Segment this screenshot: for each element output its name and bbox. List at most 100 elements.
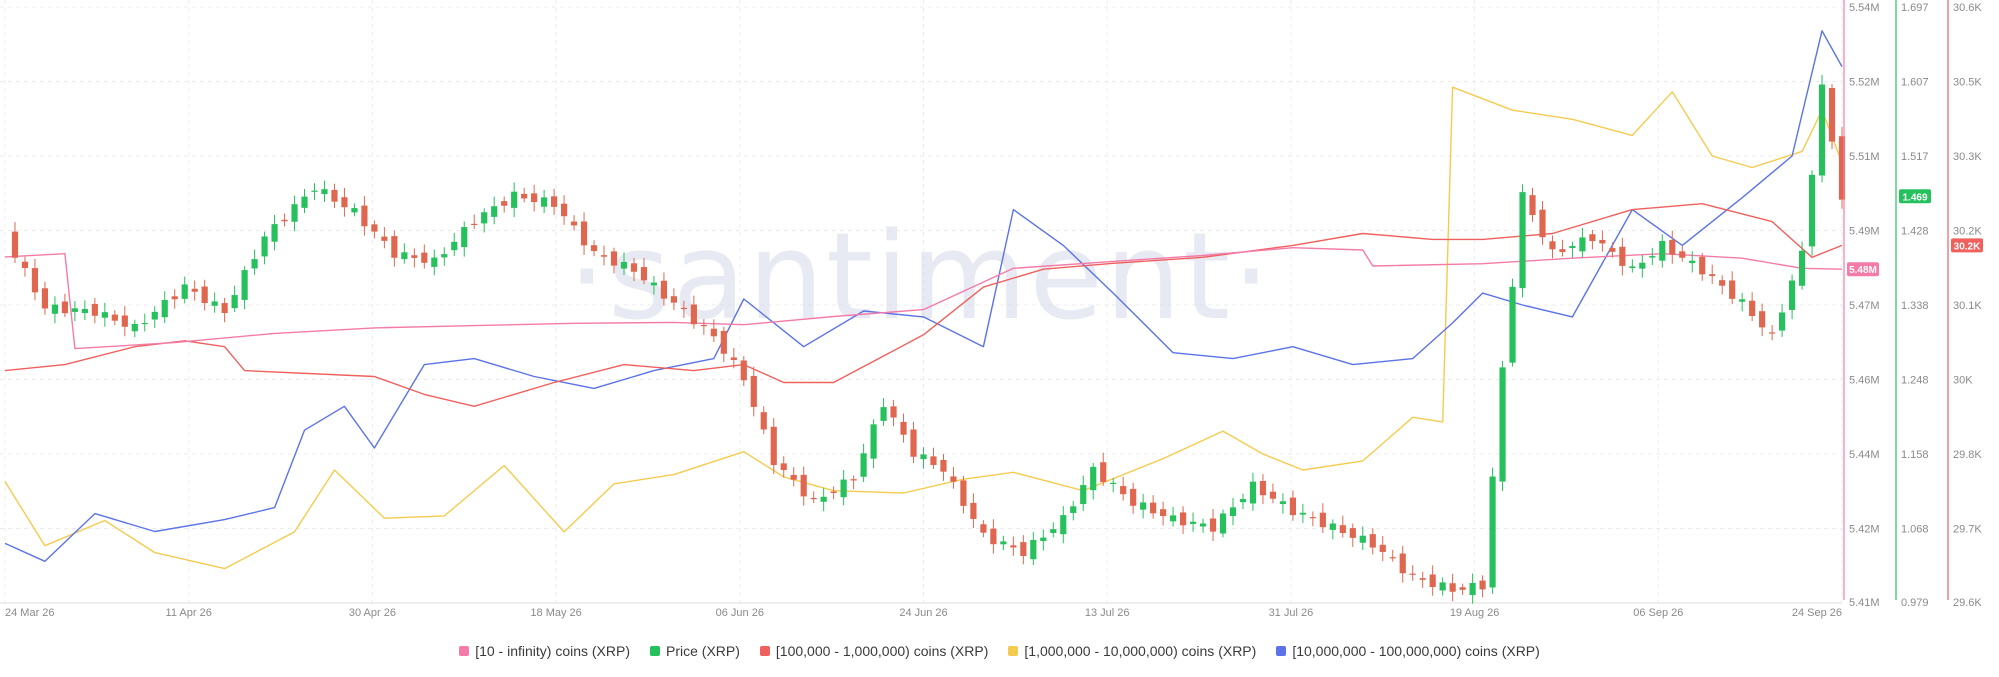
candle-body bbox=[910, 429, 917, 457]
santiment-watermark: ·santiment· bbox=[568, 208, 1273, 347]
candle-body bbox=[501, 201, 508, 206]
candle-body bbox=[560, 203, 568, 217]
candle-body bbox=[41, 288, 49, 309]
series-line bbox=[4, 203, 1843, 407]
candle-body bbox=[1589, 234, 1596, 242]
y-tick-label: 30.2K bbox=[1953, 226, 1982, 238]
candle-body bbox=[1639, 262, 1646, 269]
legend-item[interactable]: Price (XRP) bbox=[650, 643, 740, 659]
candle-body bbox=[231, 295, 238, 309]
badge-bg bbox=[1899, 189, 1931, 204]
candle-body bbox=[1449, 583, 1456, 592]
candle-body bbox=[1339, 525, 1346, 533]
x-tick-label: 06 Jun 26 bbox=[716, 607, 764, 619]
candle-body bbox=[1549, 241, 1556, 250]
candle-body bbox=[630, 263, 638, 272]
candle-body bbox=[1439, 582, 1446, 591]
candle-body bbox=[1349, 528, 1356, 538]
legend-item[interactable]: [10,000,000 - 100,000,000) coins (XRP) bbox=[1276, 643, 1540, 659]
candle-body bbox=[1769, 332, 1776, 334]
y-tick-label: 5.49M bbox=[1849, 226, 1880, 238]
candle-body bbox=[191, 288, 198, 292]
candle-body bbox=[401, 252, 408, 260]
candle-body bbox=[241, 270, 248, 300]
candle-body bbox=[680, 307, 687, 310]
candle-body bbox=[1419, 578, 1426, 580]
candle-body bbox=[381, 236, 388, 241]
candle-body bbox=[1729, 280, 1736, 299]
candle-body bbox=[11, 231, 19, 258]
candle-body bbox=[1329, 523, 1336, 530]
candle-body bbox=[1649, 256, 1656, 258]
candle-body bbox=[1080, 485, 1087, 505]
candle-body bbox=[171, 296, 178, 300]
y-tick-label: 1.248 bbox=[1901, 375, 1929, 387]
candle-body bbox=[1559, 249, 1566, 253]
candle-body bbox=[900, 421, 907, 435]
candle-body bbox=[710, 328, 717, 337]
candle-body bbox=[570, 221, 578, 226]
candle-body bbox=[1409, 573, 1416, 575]
candle-body bbox=[1130, 488, 1137, 506]
candle-body bbox=[461, 227, 468, 248]
candle-body bbox=[1369, 534, 1376, 548]
candle-body bbox=[271, 224, 278, 242]
candle-body bbox=[1828, 88, 1836, 142]
candle-body bbox=[1259, 480, 1267, 496]
y-axis-price: 1.697 1.607 1.517 1.428 1.338 1.248 1.158 1.068… bbox=[1895, 0, 1929, 609]
legend-item[interactable]: [1,000,000 - 10,000,000) coins (XRP) bbox=[1008, 643, 1256, 659]
candle-body bbox=[720, 330, 727, 354]
candle-body bbox=[770, 426, 777, 466]
y-tick-label: 5.42M bbox=[1849, 524, 1880, 536]
legend-swatch bbox=[1276, 646, 1287, 656]
candle-body bbox=[1309, 517, 1316, 519]
candle-body bbox=[950, 476, 957, 482]
legend-item[interactable]: [10 - infinity) coins (XRP) bbox=[459, 643, 630, 659]
candle-body bbox=[1509, 286, 1516, 363]
legend-label: [10 - infinity) coins (XRP) bbox=[475, 643, 631, 659]
candle-body bbox=[830, 491, 837, 493]
chart-grid bbox=[0, 0, 1843, 604]
candle-body bbox=[1169, 515, 1177, 522]
x-tick-label: 19 Aug 26 bbox=[1450, 607, 1500, 619]
candle-body bbox=[1429, 574, 1436, 588]
series-layer bbox=[4, 30, 1846, 604]
legend-swatch bbox=[1008, 646, 1019, 656]
legend-item[interactable]: [100,000 - 1,000,000) coins (XRP) bbox=[759, 643, 988, 659]
candle-body bbox=[1838, 136, 1846, 200]
candle-body bbox=[471, 223, 478, 226]
candle-body bbox=[521, 193, 528, 199]
candle-body bbox=[660, 280, 668, 299]
candle-body bbox=[161, 299, 168, 318]
candle-body bbox=[590, 245, 598, 252]
x-tick-label: 24 Sep 26 bbox=[1792, 607, 1842, 619]
candle-body bbox=[1379, 544, 1386, 552]
candle-body bbox=[1689, 260, 1696, 264]
candle-body bbox=[281, 219, 288, 222]
candle-body bbox=[71, 308, 78, 312]
candle-body bbox=[780, 463, 787, 471]
y-tick-label: 5.47M bbox=[1849, 300, 1880, 312]
badge-label: 1.469 bbox=[1902, 192, 1927, 203]
x-tick-label: 24 Jun 26 bbox=[899, 607, 947, 619]
legend-label: [1,000,000 - 10,000,000) coins (XRP) bbox=[1024, 643, 1257, 659]
candle-body bbox=[1040, 537, 1047, 542]
candle-body bbox=[1189, 521, 1197, 524]
candle-body bbox=[431, 257, 438, 267]
y-axis-supply: 30.6K 30.5K 30.3K 30.2K 30.1K 30K 29.8K 29.7K 29… bbox=[1947, 0, 1982, 609]
candle-body bbox=[790, 474, 797, 480]
candle-body bbox=[421, 252, 428, 263]
candle-body bbox=[1239, 499, 1247, 503]
candle-body bbox=[1489, 476, 1496, 588]
candle-body bbox=[1179, 512, 1187, 526]
candle-body bbox=[1659, 240, 1666, 261]
y-tick-label: 5.46M bbox=[1849, 375, 1880, 387]
candle-body bbox=[541, 197, 548, 207]
candle-body bbox=[1818, 84, 1826, 176]
y-tick-label: 0.979 bbox=[1901, 597, 1929, 609]
y-tick-label: 1.517 bbox=[1901, 151, 1929, 163]
candle-body bbox=[610, 251, 618, 266]
badge-label: 5.48M bbox=[1849, 265, 1877, 276]
candle-body bbox=[181, 284, 188, 299]
y-tick-label: 5.52M bbox=[1849, 77, 1880, 89]
